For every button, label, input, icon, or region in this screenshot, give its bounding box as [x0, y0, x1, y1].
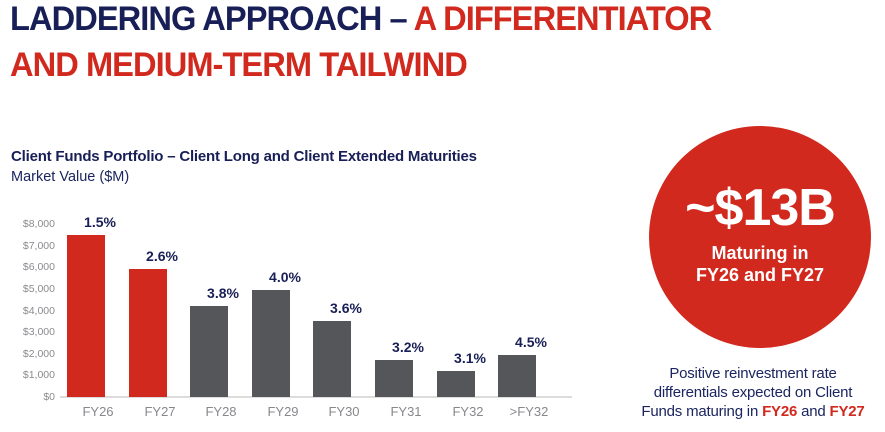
bar-value-label: 3.1%: [454, 350, 486, 366]
bar-value-label: 4.0%: [269, 269, 301, 285]
bar-value-label: 3.2%: [392, 339, 424, 355]
note-line-3-prefix: Funds maturing in: [641, 403, 763, 420]
title-line-2: AND MEDIUM-TERM TAILWIND: [10, 46, 468, 84]
x-axis-label: >FY32: [509, 404, 549, 419]
x-axis-label: FY26: [82, 404, 114, 419]
y-axis-tick: $7,000: [22, 239, 55, 252]
chart-title: Client Funds Portfolio – Client Long and…: [11, 148, 477, 165]
bar-value-label: 3.8%: [207, 285, 239, 301]
x-axis-label: FY29: [267, 404, 299, 419]
x-axis-label: FY28: [205, 404, 237, 419]
y-axis-tick: $1,000: [22, 369, 55, 382]
x-axis-label: FY27: [144, 404, 176, 419]
bar: [129, 269, 167, 397]
note-line-3-and: and: [797, 403, 830, 420]
title-line-1: LADDERING APPROACH – A DIFFERENTIATOR: [10, 0, 713, 42]
bar: [313, 321, 351, 397]
y-axis-tick: $5,000: [22, 282, 55, 295]
bar: [375, 360, 413, 397]
chart-subtitle: Market Value ($M): [11, 169, 130, 185]
y-axis-tick: $6,000: [22, 261, 55, 274]
x-axis-label: FY32: [452, 404, 484, 419]
bar: [252, 290, 290, 397]
slide-title: LADDERING APPROACH – A DIFFERENTIATOR AN…: [10, 0, 713, 88]
note-line-2: differentials expected on Client: [653, 384, 853, 401]
callout-line-2: FY26 and FY27: [695, 265, 825, 285]
y-axis-tick: $4,000: [22, 304, 55, 317]
title-part-navy: LADDERING APPROACH –: [10, 0, 414, 38]
reinvestment-note: Positive reinvestment rate differentials…: [612, 364, 885, 421]
x-axis-label: FY30: [328, 404, 360, 419]
bar-chart: $8,000 $7,000 $6,000 $5,000 $4,000 $3,000 $2,0…: [22, 214, 572, 419]
bar: [498, 355, 536, 397]
callout-circle: ~$13B Maturing in FY26 and FY27: [649, 126, 871, 348]
y-axis-tick: $0: [43, 391, 55, 403]
axis-baseline: [60, 396, 572, 398]
bar-value-label: 2.6%: [146, 248, 178, 264]
note-fy27: FY27: [829, 403, 865, 420]
y-axis-tick: $8,000: [22, 218, 55, 230]
callout-value: ~$13B: [685, 179, 836, 237]
note-fy26: FY26: [762, 403, 798, 420]
y-axis-tick: $3,000: [22, 326, 55, 339]
y-axis-tick: $2,000: [22, 347, 55, 360]
note-line-3: Funds maturing in FY26 and FY27: [612, 402, 885, 421]
bar: [67, 235, 105, 397]
note-line-1: Positive reinvestment rate: [669, 365, 837, 382]
bar-value-label: 3.6%: [330, 300, 362, 316]
callout-line-1: Maturing in: [711, 243, 809, 263]
callout-subtext: Maturing in FY26 and FY27: [696, 242, 824, 286]
title-part-red: A DIFFERENTIATOR: [413, 0, 713, 38]
bar: [190, 306, 228, 397]
bar: [437, 371, 475, 397]
bar-value-label: 4.5%: [515, 334, 547, 350]
bar-value-label: 1.5%: [84, 214, 116, 230]
x-axis-label: FY31: [390, 404, 422, 419]
